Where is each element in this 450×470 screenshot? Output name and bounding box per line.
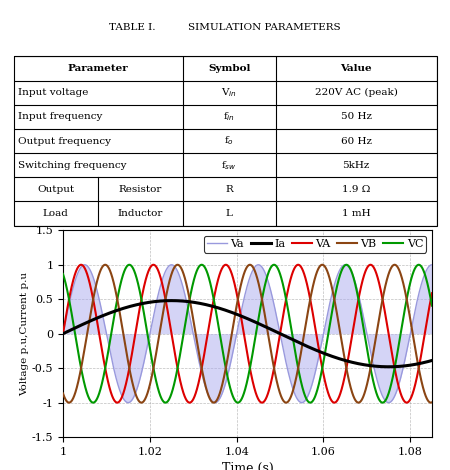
VA — [296, 262, 301, 267]
VC — [76, 350, 81, 355]
Text: 1.9 Ω: 1.9 Ω — [342, 185, 370, 194]
Va — [299, 400, 305, 406]
VB — [139, 400, 144, 406]
VB — [392, 262, 397, 267]
Line: VC: VC — [63, 265, 432, 403]
Text: f$_{in}$: f$_{in}$ — [223, 110, 235, 123]
Text: Symbol: Symbol — [208, 64, 250, 73]
Ia — [133, 302, 138, 308]
VB — [60, 391, 66, 396]
Line: Ia: Ia — [63, 301, 432, 367]
Y-axis label: Voltage p.u,Current p.u: Voltage p.u,Current p.u — [20, 272, 29, 396]
Ia — [169, 298, 174, 304]
X-axis label: Time (s): Time (s) — [221, 462, 274, 470]
Text: Load: Load — [43, 209, 69, 218]
Va — [241, 298, 246, 304]
VC — [133, 271, 138, 277]
Va — [429, 262, 435, 267]
VC — [429, 303, 435, 308]
Ia — [410, 362, 415, 368]
Ia — [62, 330, 68, 336]
VB — [410, 330, 415, 336]
Va — [62, 322, 68, 328]
VC — [410, 272, 415, 277]
VB — [82, 343, 88, 349]
VC — [241, 392, 246, 398]
Text: f$_{o}$: f$_{o}$ — [224, 134, 234, 148]
VC — [62, 277, 68, 282]
Va — [82, 262, 88, 267]
Ia — [429, 358, 435, 363]
Ia — [82, 321, 88, 326]
Text: 60 Hz: 60 Hz — [341, 136, 372, 146]
Text: R: R — [225, 185, 233, 194]
Line: VB: VB — [63, 265, 432, 403]
Ia — [76, 324, 81, 329]
VA — [429, 290, 435, 296]
Legend: Va, Ia, VA, VB, VC: Va, Ia, VA, VB, VC — [204, 236, 427, 252]
Text: L: L — [226, 209, 233, 218]
Ia — [386, 364, 391, 369]
Text: Switching frequency: Switching frequency — [18, 161, 126, 170]
Text: Resistor: Resistor — [119, 185, 162, 194]
Text: f$_{sw}$: f$_{sw}$ — [221, 159, 237, 172]
VA — [82, 266, 88, 272]
VB — [62, 395, 68, 400]
Text: 1 mH: 1 mH — [342, 209, 370, 218]
Va — [133, 391, 138, 396]
Text: 50 Hz: 50 Hz — [341, 112, 372, 121]
Text: Output frequency: Output frequency — [18, 136, 111, 146]
VB — [429, 400, 435, 405]
Text: Input frequency: Input frequency — [18, 112, 102, 121]
Line: VA: VA — [63, 265, 432, 403]
VA — [241, 328, 246, 334]
Va — [410, 320, 415, 326]
Text: V$_{in}$: V$_{in}$ — [221, 86, 237, 99]
VA — [133, 331, 138, 337]
VC — [90, 400, 96, 406]
Text: Output: Output — [37, 185, 74, 194]
Text: Parameter: Parameter — [68, 64, 129, 73]
VA — [76, 264, 81, 270]
VA — [60, 331, 66, 337]
Text: Inductor: Inductor — [118, 209, 163, 218]
Text: 220V AC (peak): 220V AC (peak) — [315, 88, 397, 97]
Va — [60, 331, 66, 337]
VB — [241, 273, 246, 278]
VA — [187, 400, 192, 406]
Text: Input voltage: Input voltage — [18, 88, 88, 97]
VA — [410, 391, 415, 397]
Va — [76, 269, 81, 275]
Ia — [241, 314, 246, 320]
VC — [82, 384, 88, 389]
Ia — [60, 331, 66, 337]
Text: TABLE I.          SIMULATION PARAMETERS: TABLE I. SIMULATION PARAMETERS — [109, 24, 341, 32]
Line: Va: Va — [63, 265, 432, 403]
VB — [133, 391, 138, 396]
VB — [76, 379, 81, 384]
Text: 5kHz: 5kHz — [342, 161, 370, 170]
Text: Value: Value — [340, 64, 372, 73]
VC — [60, 271, 66, 277]
VA — [62, 321, 68, 327]
VC — [344, 262, 349, 267]
